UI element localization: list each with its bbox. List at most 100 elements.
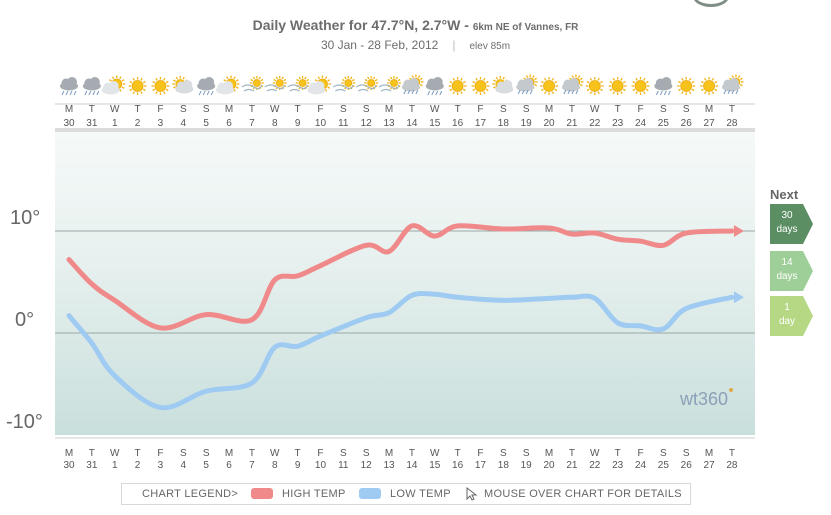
sun-icon: [128, 77, 147, 95]
day-date-label: 12: [361, 118, 373, 129]
sun-ray: [543, 77, 547, 81]
day-date-label: 30: [63, 460, 75, 470]
cloud-part: [182, 80, 193, 90]
rain-drop: [210, 90, 214, 96]
sun-ray: [622, 88, 626, 92]
sun-ray: [472, 80, 476, 84]
day-of-week-label: T: [569, 448, 575, 459]
rain-drop: [202, 90, 206, 96]
sun-ray: [223, 79, 227, 82]
sun-ray: [475, 91, 478, 95]
sun-ray: [739, 83, 743, 87]
day-of-week-label: F: [317, 448, 323, 459]
day-of-week-label: T: [89, 104, 95, 115]
weather-chart[interactable]: M30T31W1T2F3S4S5M6T7W8T9F10S11S12M13T14W…: [0, 0, 831, 470]
day-of-week-label: S: [660, 104, 667, 115]
day-date-label: 21: [566, 118, 578, 129]
sun-icon: [677, 77, 696, 95]
day-date-label: 18: [498, 118, 510, 129]
sun-ray: [165, 88, 169, 92]
sun-ray: [612, 91, 615, 95]
sun-ray: [632, 80, 636, 84]
elevation-text: elev 85m: [469, 41, 511, 52]
sun-ray: [449, 80, 453, 84]
wind-sun-icon: [355, 76, 379, 92]
sun-ray: [586, 80, 590, 84]
sun-ray: [551, 77, 555, 81]
sun-ray: [577, 75, 581, 78]
low-temp-line[interactable]: [66, 290, 735, 411]
wind-stroke: [357, 88, 369, 92]
day-of-week-label: T: [615, 104, 621, 115]
day-of-week-label: W: [590, 448, 600, 459]
sun-ray: [129, 80, 133, 84]
rain-drop: [727, 89, 731, 95]
sun-ray: [165, 80, 169, 84]
sun-ray: [681, 77, 684, 81]
day-date-label: 5: [203, 460, 209, 470]
sun-icon: [448, 77, 467, 95]
sun-ray: [419, 77, 423, 81]
range-30-days-button[interactable]: 30 days: [770, 204, 813, 244]
rain-drop: [525, 89, 529, 95]
day-date-label: 2: [135, 460, 141, 470]
sun-ray: [324, 88, 328, 92]
day-date-label: 24: [635, 460, 647, 470]
sun-ray: [600, 80, 603, 84]
sun-disc: [367, 79, 376, 87]
location-text: 6km NE of Vannes, FR: [472, 22, 579, 33]
cloud-part: [661, 77, 672, 87]
sun-ray: [397, 78, 401, 82]
wind-sun-icon: [332, 76, 356, 92]
cloud-part: [502, 80, 513, 90]
page-subtitle: 30 Jan - 28 Feb, 2012 | elev 85m: [0, 38, 831, 52]
sun-rain-icon: [561, 74, 584, 95]
sun-ray: [387, 78, 391, 82]
button-unit: day: [778, 316, 796, 327]
sun-ray: [645, 80, 649, 84]
plot-area[interactable]: [55, 128, 755, 435]
day-date-label: 30: [63, 118, 75, 129]
day-of-week-label: W: [270, 104, 280, 115]
sun-ray: [678, 88, 681, 92]
rain-drop: [427, 90, 431, 96]
day-date-label: 7: [249, 460, 255, 470]
rain-drop: [403, 89, 407, 95]
rain-drop: [567, 89, 571, 95]
button-number: 30: [781, 210, 793, 221]
range-1-day-button[interactable]: 1 day: [770, 296, 813, 336]
sun-ray: [597, 91, 600, 95]
day-date-label: 22: [589, 118, 601, 129]
rain-drop: [431, 90, 435, 96]
sun-ray: [298, 76, 301, 80]
watermark-dot: [729, 388, 733, 392]
day-date-label: 21: [566, 460, 578, 470]
day-of-week-label: M: [65, 448, 73, 459]
day-of-week-label: S: [363, 448, 370, 459]
rain-drop: [575, 89, 579, 95]
sun-ray: [140, 77, 143, 81]
day-of-week-label: F: [477, 104, 483, 115]
day-date-label: 6: [226, 118, 232, 129]
sun-ray: [711, 91, 715, 95]
sun-cloud-icon: [307, 75, 331, 95]
range-14-days-button[interactable]: 14 days: [770, 251, 813, 291]
sun-ray: [132, 77, 135, 81]
wind-stroke: [287, 84, 309, 90]
wind-stroke: [355, 84, 377, 90]
day-date-label: 22: [589, 460, 601, 470]
legend-high-label: HIGH TEMP: [282, 488, 346, 500]
day-date-label: 17: [475, 118, 487, 129]
high-temp-line[interactable]: [66, 223, 735, 331]
sun-disc: [451, 80, 464, 92]
day-date-label: 20: [543, 460, 555, 470]
button-unit: days: [776, 271, 798, 282]
sun-disc: [588, 80, 601, 92]
rain-cloud-icon: [82, 77, 101, 96]
day-of-week-label: F: [317, 104, 323, 115]
sun-ray: [235, 79, 239, 82]
sun-ray: [704, 77, 707, 81]
sun-disc: [680, 80, 693, 92]
day-date-label: 28: [726, 460, 738, 470]
day-date-label: 26: [681, 118, 693, 129]
